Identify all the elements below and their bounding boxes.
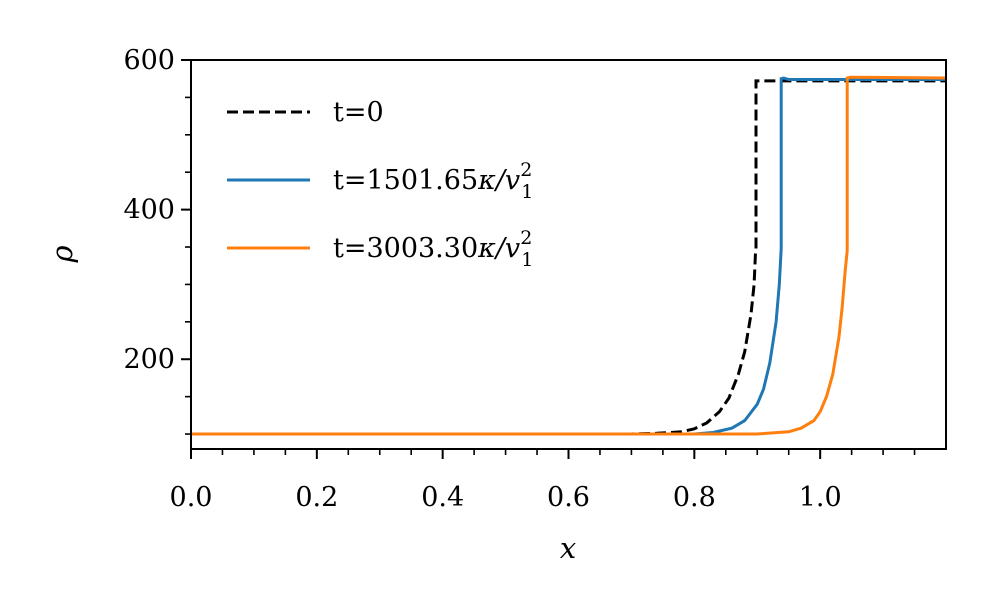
legend: t=0 t=1501.65κ/v2 1 t=3003.30κ/v2 1 [227, 97, 533, 271]
series-layer [191, 75, 946, 436]
legend-label: t=0 [333, 97, 384, 128]
y-tick-label: 200 [123, 344, 175, 375]
x-tick-label: 0.0 [170, 482, 213, 513]
x-tick-label: 0.6 [547, 482, 590, 513]
x-tick-label: 1.0 [799, 482, 842, 513]
x-tick-label: 0.8 [673, 482, 716, 513]
x-axis-label: x [560, 531, 576, 565]
plot-frame [190, 59, 947, 450]
legend-label: t=1501.65κ/v2 1 [333, 159, 533, 203]
series-line-1 [191, 76, 946, 436]
y-tick-label: 600 [123, 45, 175, 76]
x-tick-label: 0.4 [421, 482, 464, 513]
y-tick-label: 400 [123, 195, 175, 226]
y-axis-label: ρ [45, 245, 79, 263]
y-axis: 200 400 600 [123, 45, 191, 435]
series-line-0 [191, 79, 946, 436]
legend-label: t=3003.30κ/v2 1 [333, 227, 533, 271]
series-line-2 [191, 75, 946, 436]
x-tick-label: 0.2 [295, 482, 338, 513]
x-axis: 0.0 0.2 0.4 0.6 0.8 1.0 [170, 449, 916, 513]
